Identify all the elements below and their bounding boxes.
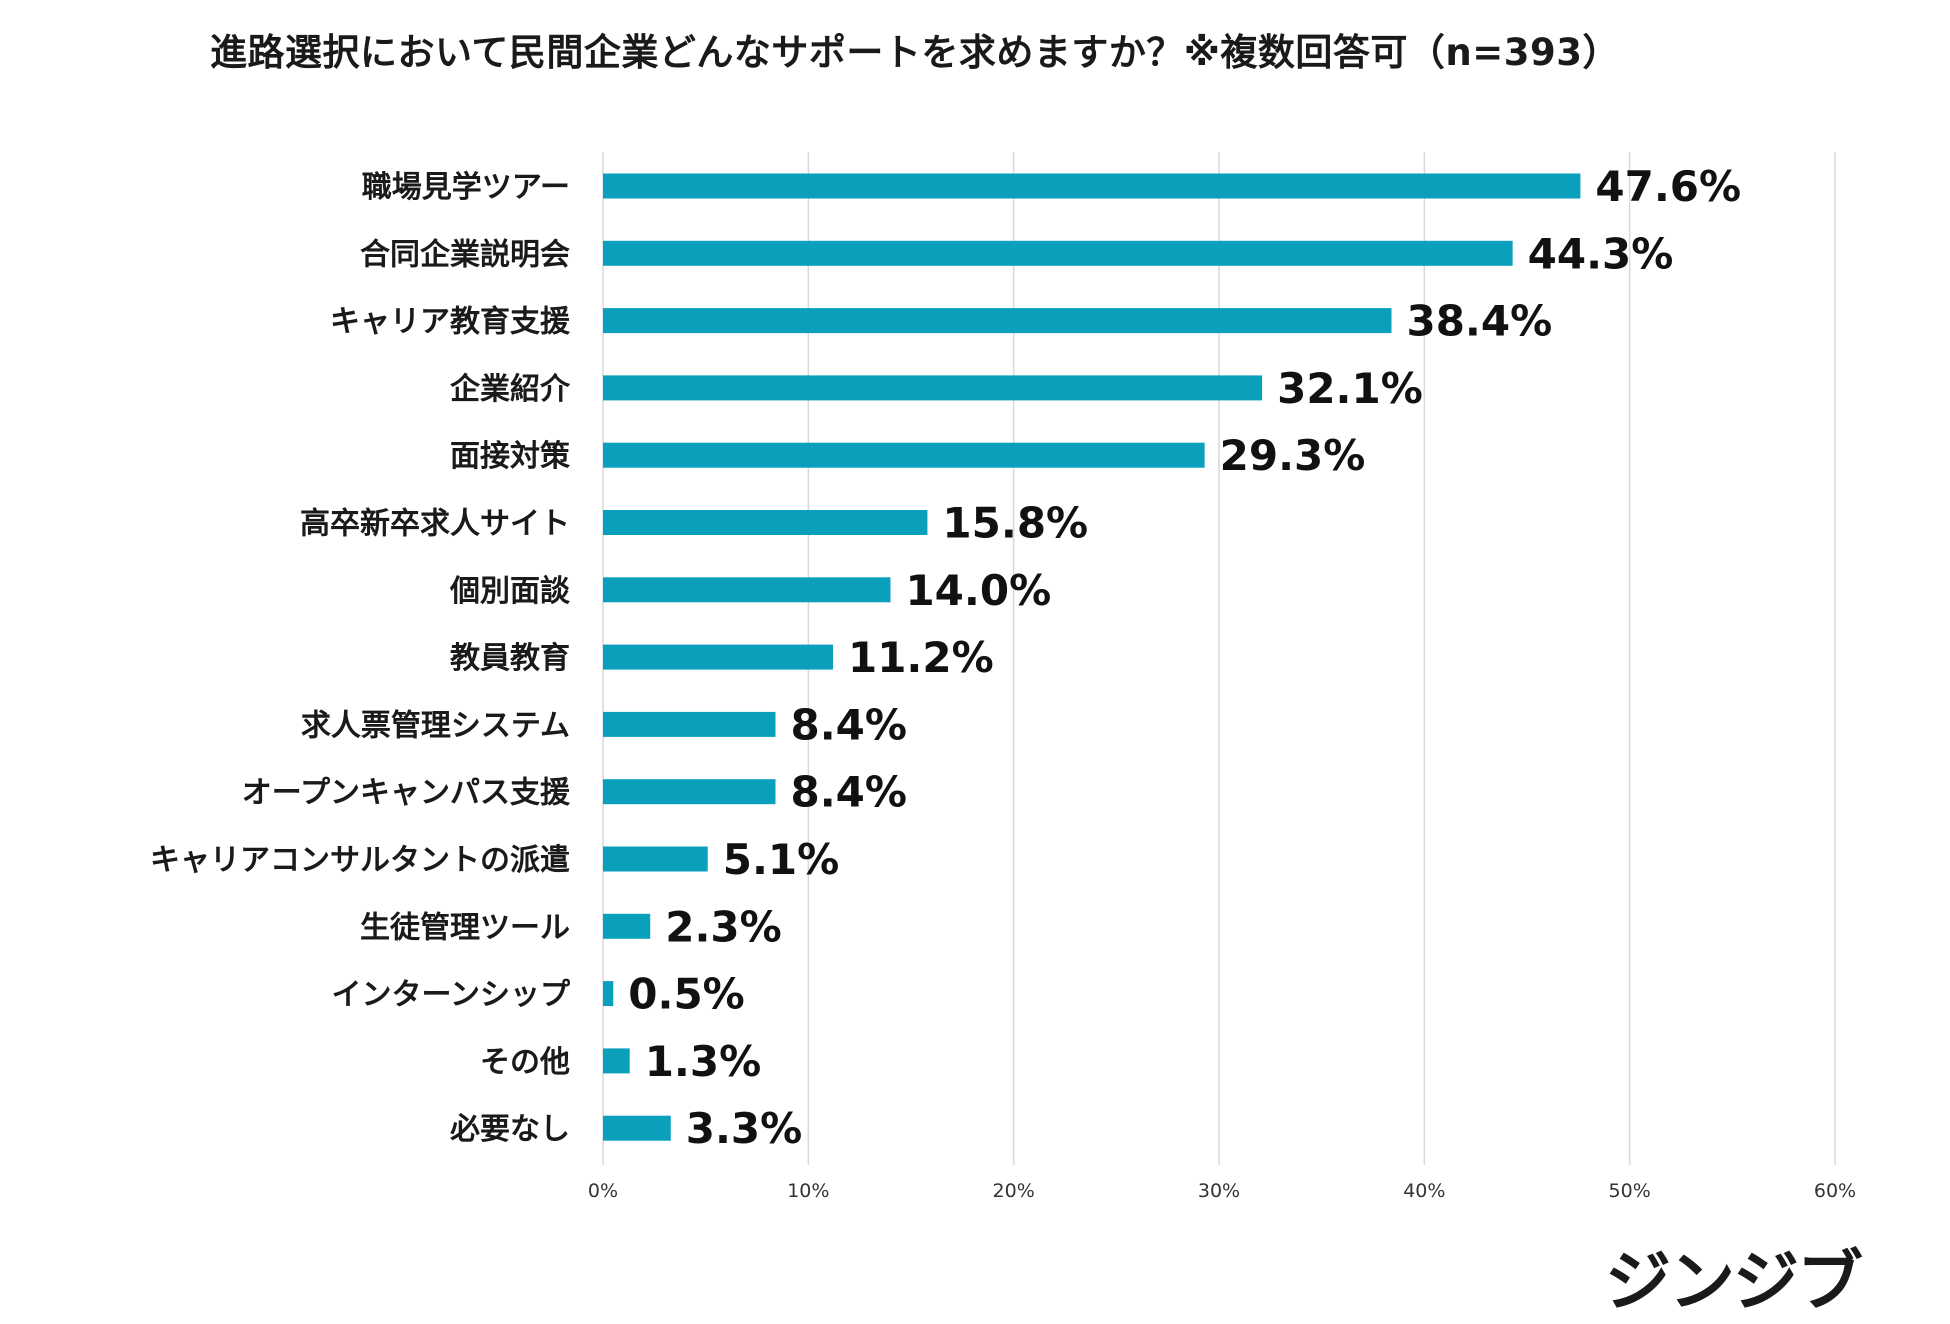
category-label: 合同企業説明会 [360,237,570,272]
value-label: 32.1% [1277,364,1423,413]
category-label: 教員教育 [450,641,570,676]
value-label: 3.3% [686,1104,802,1153]
x-tick-label: 40% [1403,1180,1445,1202]
bar [603,711,776,737]
x-tick-label: 60% [1814,1180,1856,1202]
bar [603,846,708,872]
x-axis-ticks: 0% 10% 20% 30% 40% 50% 60% [588,1180,1856,1202]
bar [603,577,891,603]
category-label: 職場見学ツアー [362,170,570,205]
category-label: 面接対策 [450,439,570,474]
value-label: 47.6% [1595,162,1741,211]
bars [603,173,1581,1141]
x-tick-label: 20% [993,1180,1035,1202]
value-label: 8.4% [790,700,906,749]
category-label: キャリアコンサルタントの派遣 [150,843,570,878]
chart-title: 進路選択において民間企業どんなサポートを求めますか？※複数回答可（n=393） [210,31,1620,74]
category-label: 企業紹介 [450,372,571,407]
category-label: インターンシップ [332,978,571,1013]
value-label: 15.8% [942,499,1088,548]
value-label: 2.3% [665,902,781,951]
category-label: 必要なし [450,1112,570,1147]
value-labels: 47.6% 44.3% 38.4% 32.1% 29.3% 15.8% 14.0% 11.2%… [628,162,1741,1153]
category-label: オープンキャンパス支援 [242,776,571,811]
bar [603,779,776,805]
x-tick-label: 10% [787,1180,829,1202]
bar [603,981,614,1007]
bar [603,442,1205,468]
value-label: 8.4% [790,768,906,817]
category-label: 求人票管理システム [301,708,570,743]
x-tick-label: 50% [1609,1180,1651,1202]
value-label: 5.1% [723,835,839,884]
value-label: 38.4% [1406,297,1552,346]
value-label: 44.3% [1528,229,1674,278]
category-labels: 職場見学ツアー合同企業説明会キャリア教育支援企業紹介面接対策高卒新卒求人サイト個… [150,170,571,1147]
category-label: 生徒管理ツール [360,910,570,945]
value-label: 1.3% [645,1037,761,1086]
x-tick-label: 0% [588,1180,618,1202]
bar [603,644,833,670]
value-label: 14.0% [905,566,1051,615]
bar [603,913,651,939]
value-label: 11.2% [848,633,994,682]
bar [603,1115,671,1141]
value-label: 29.3% [1220,431,1366,480]
brand-logo: ジンジブ [1605,1243,1863,1320]
x-tick-label: 30% [1198,1180,1240,1202]
category-label: その他 [480,1045,570,1080]
value-label: 0.5% [628,970,744,1019]
category-label: 個別面談 [449,574,571,609]
bar [603,308,1392,334]
bar [603,240,1513,266]
bar [603,173,1581,199]
bar [603,1048,630,1074]
category-label: キャリア教育支援 [330,305,571,340]
category-label: 高卒新卒求人サイト [300,507,570,542]
bar [603,375,1263,401]
bar [603,510,928,535]
